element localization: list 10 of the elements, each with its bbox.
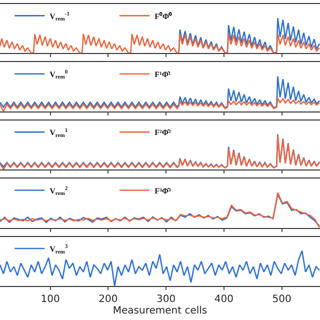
x-tick-label: 200 [98, 294, 118, 305]
legend-label: F¹Φ̂¹ [154, 70, 172, 79]
x-tick-label: 300 [156, 294, 176, 305]
x-axis-title: Measurement cells [112, 306, 208, 316]
legend-label: F⁰Φ̂⁰ [154, 12, 172, 21]
legend-label: F³Φ̂³ [154, 186, 172, 196]
legend-label: F²Φ̂² [154, 128, 172, 138]
x-tick-label: 100 [40, 294, 60, 305]
x-tick-label: 400 [214, 294, 234, 305]
x-tick-label: 500 [272, 294, 292, 305]
